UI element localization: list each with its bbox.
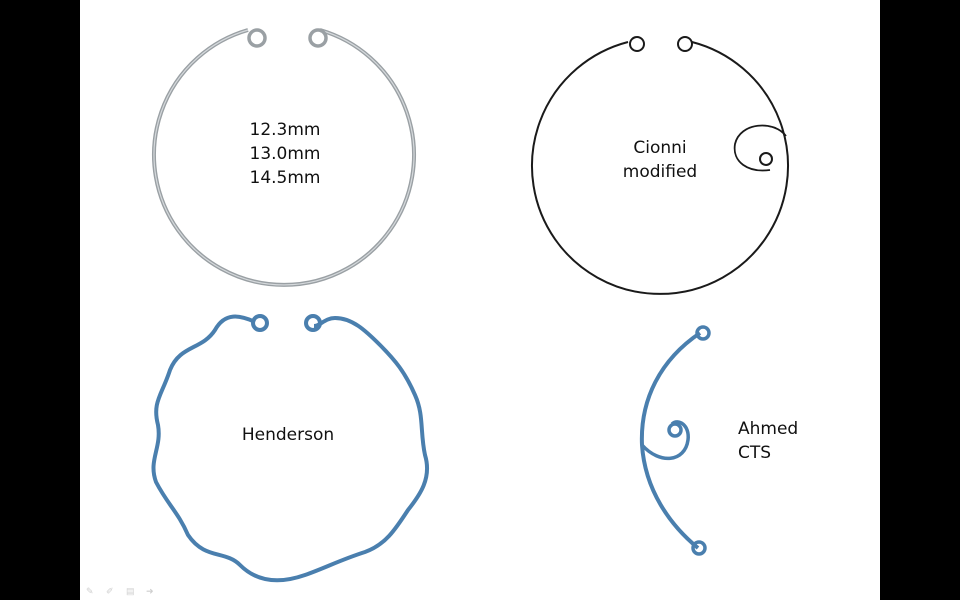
size-label-3: 14.5mm <box>249 168 321 188</box>
size-label-2: 13.0mm <box>249 144 321 164</box>
ring-size-labels: 12.3mm 13.0mm 14.5mm <box>230 118 340 190</box>
henderson-label: Henderson <box>233 423 343 447</box>
size-label-1: 12.3mm <box>249 120 321 140</box>
cionni-modified-ring <box>531 36 789 295</box>
ahmed-cts-segment <box>639 325 711 556</box>
henderson-ring <box>151 314 430 583</box>
cionni-label-line1: Cionni <box>633 138 687 158</box>
cionni-label: Cionni modified <box>615 136 705 184</box>
ahmed-label: Ahmed CTS <box>738 417 818 465</box>
pencil-icon[interactable]: ✐ <box>106 586 114 596</box>
arrow-icon[interactable]: ➜ <box>146 586 154 596</box>
slides-icon[interactable]: ▤ <box>126 586 135 596</box>
standard-ring <box>152 28 416 287</box>
slide: 12.3mm 13.0mm 14.5mm Cionni modified Hen… <box>80 0 880 600</box>
henderson-label-line1: Henderson <box>241 425 335 445</box>
pen-icon[interactable]: ✎ <box>86 586 94 596</box>
cionni-label-line2: modified <box>622 162 698 182</box>
ahmed-label-line2: CTS <box>738 443 772 463</box>
presentation-toolbar: ✎ ✐ ▤ ➜ <box>86 587 156 596</box>
diagram-canvas <box>151 28 789 583</box>
ahmed-label-line1: Ahmed <box>738 419 799 439</box>
